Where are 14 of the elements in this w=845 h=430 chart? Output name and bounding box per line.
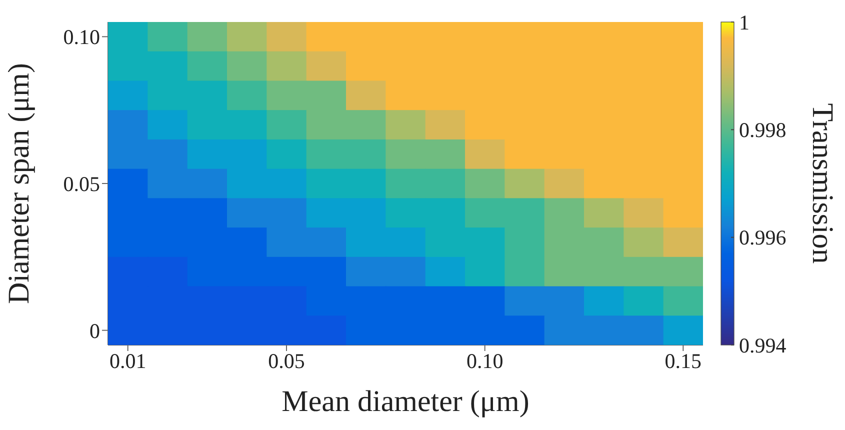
y-tick-label: 0.05	[63, 172, 100, 196]
x-tick-label: 0.01	[109, 348, 146, 373]
y-tick-label: 0	[90, 318, 100, 343]
y-axis-title: Diameter span (μm)	[2, 63, 36, 304]
x-axis-title: Mean diameter (μm)	[282, 385, 530, 418]
y-tick-label: 0.10	[63, 25, 100, 50]
x-tick-label: 0.05	[268, 348, 305, 373]
x-tick-label: 0.15	[664, 348, 702, 373]
color-bar-label: 0.994	[739, 333, 787, 358]
color-bar-title: Transmission	[806, 103, 839, 264]
color-bar-label: 0.998	[739, 118, 786, 142]
color-bar-label: 1	[739, 10, 750, 34]
x-tick-label: 0.10	[466, 348, 504, 373]
color-bar-label: 0.996	[739, 226, 786, 250]
